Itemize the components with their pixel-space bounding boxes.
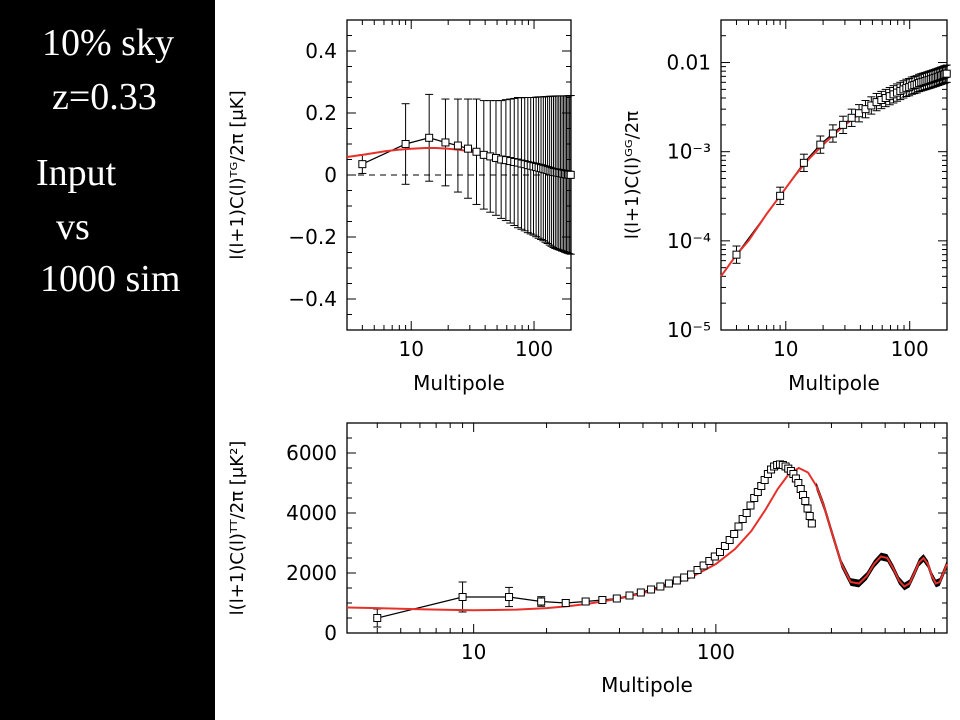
data-series-line	[377, 463, 813, 619]
y-tick-label: 6000	[286, 441, 337, 465]
x-tick-label: 100	[515, 337, 553, 361]
data-point	[373, 614, 382, 622]
data-point	[693, 566, 702, 574]
y-tick-label: 4000	[286, 501, 337, 525]
data-point	[425, 133, 434, 142]
input-label: Input	[36, 152, 117, 194]
data-point	[687, 570, 696, 579]
y-tick-label: 10⁻⁴	[667, 229, 711, 253]
redshift-label: z=0.33	[52, 76, 157, 118]
gg-auto-spectrum-chart: 10 100 10⁻⁵ 10⁻⁴ 10⁻³ 0.01 Multipole l(l+1)C(l)…	[622, 19, 951, 395]
data-point	[816, 140, 825, 149]
x-tick-label: 10	[461, 640, 486, 664]
data-point	[672, 576, 681, 585]
y-tick-label: 0	[324, 621, 337, 645]
data-point	[441, 138, 450, 147]
data-point	[656, 582, 665, 591]
data-point	[358, 160, 367, 169]
data-point	[776, 191, 785, 200]
x-axis-label: Multipole	[788, 371, 880, 395]
data-series-line	[736, 73, 947, 256]
data-point	[847, 113, 856, 122]
vs-label: vs	[56, 206, 90, 248]
data-point	[561, 599, 570, 607]
data-point	[803, 504, 812, 513]
y-tick-label: 2000	[286, 561, 337, 585]
data-point	[805, 512, 814, 520]
data-point	[839, 120, 848, 129]
y-tick-label: 0	[324, 163, 337, 187]
data-point	[720, 542, 729, 550]
data-point	[636, 588, 645, 597]
data-point	[453, 141, 462, 150]
y-axis-label: l(l+1)C(l)ᴳᴳ/2π	[622, 111, 643, 239]
data-point	[734, 522, 743, 531]
y-tick-label: 10⁻⁵	[667, 318, 711, 342]
data-point	[464, 144, 473, 153]
data-point	[807, 519, 816, 528]
data-point	[458, 593, 467, 601]
y-axis-label: l(l+1)C(l)ᵀᴳ/2π [μK]	[227, 90, 248, 259]
data-point	[732, 250, 741, 259]
data-point	[664, 579, 673, 588]
x-tick-label: 100	[697, 640, 735, 664]
x-tick-label: 100	[891, 337, 929, 361]
data-point	[612, 594, 621, 603]
tt-power-spectrum-chart: 10 100 0 2000 4000 6000 Multipole l(l+1)C(l)ᵀᵀ/…	[227, 422, 948, 697]
data-point	[801, 497, 810, 505]
x-axis-label: Multipole	[601, 673, 693, 697]
data-point	[647, 585, 656, 594]
y-tick-label: −0.2	[288, 225, 337, 249]
data-point	[746, 501, 755, 510]
y-tick-label: −0.4	[288, 287, 337, 311]
plot-frame	[346, 422, 948, 634]
tg-cross-spectrum-chart: 10 100 −0.4 −0.2 0 0.2 0.4 Multipole l(l+1)C(l)ᵀ…	[227, 19, 575, 395]
simulations-label: 1000 sim	[40, 258, 181, 300]
data-point	[566, 170, 575, 179]
y-axis-label: l(l+1)C(l)ᵀᵀ/2π [μK²]	[227, 441, 248, 616]
data-point	[715, 548, 724, 556]
data-point	[505, 593, 514, 601]
x-axis-label: Multipole	[413, 371, 505, 395]
data-point	[742, 509, 751, 517]
model-curve	[720, 71, 948, 277]
sky-fraction-label: 10% sky	[42, 22, 174, 64]
data-point	[401, 140, 410, 148]
data-point	[710, 552, 719, 561]
data-point	[581, 597, 590, 606]
data-point	[738, 515, 747, 523]
data-point	[537, 597, 546, 606]
data-point	[625, 591, 634, 600]
data-point	[705, 557, 714, 565]
data-point	[598, 596, 607, 604]
data-point	[730, 530, 739, 538]
data-point	[725, 536, 734, 544]
data-point	[799, 158, 808, 167]
x-tick-label: 10	[398, 337, 423, 361]
data-point	[828, 129, 837, 138]
x-tick-label: 10	[773, 337, 798, 361]
data-point	[855, 109, 864, 118]
model-curve	[346, 466, 948, 612]
y-tick-label: 0.4	[305, 39, 337, 63]
simulation-spread-band	[816, 482, 947, 591]
y-tick-label: 0.01	[666, 51, 711, 75]
sidebar: 10% sky z=0.33 Input vs 1000 sim	[0, 0, 215, 720]
data-point	[680, 573, 689, 582]
plot-frame	[720, 19, 948, 331]
data-point	[942, 69, 951, 78]
data-point	[699, 561, 708, 570]
y-tick-label: 10⁻³	[667, 140, 711, 164]
data-point	[472, 147, 481, 156]
y-tick-label: 0.2	[305, 101, 337, 125]
model-curve-highl	[815, 485, 948, 588]
